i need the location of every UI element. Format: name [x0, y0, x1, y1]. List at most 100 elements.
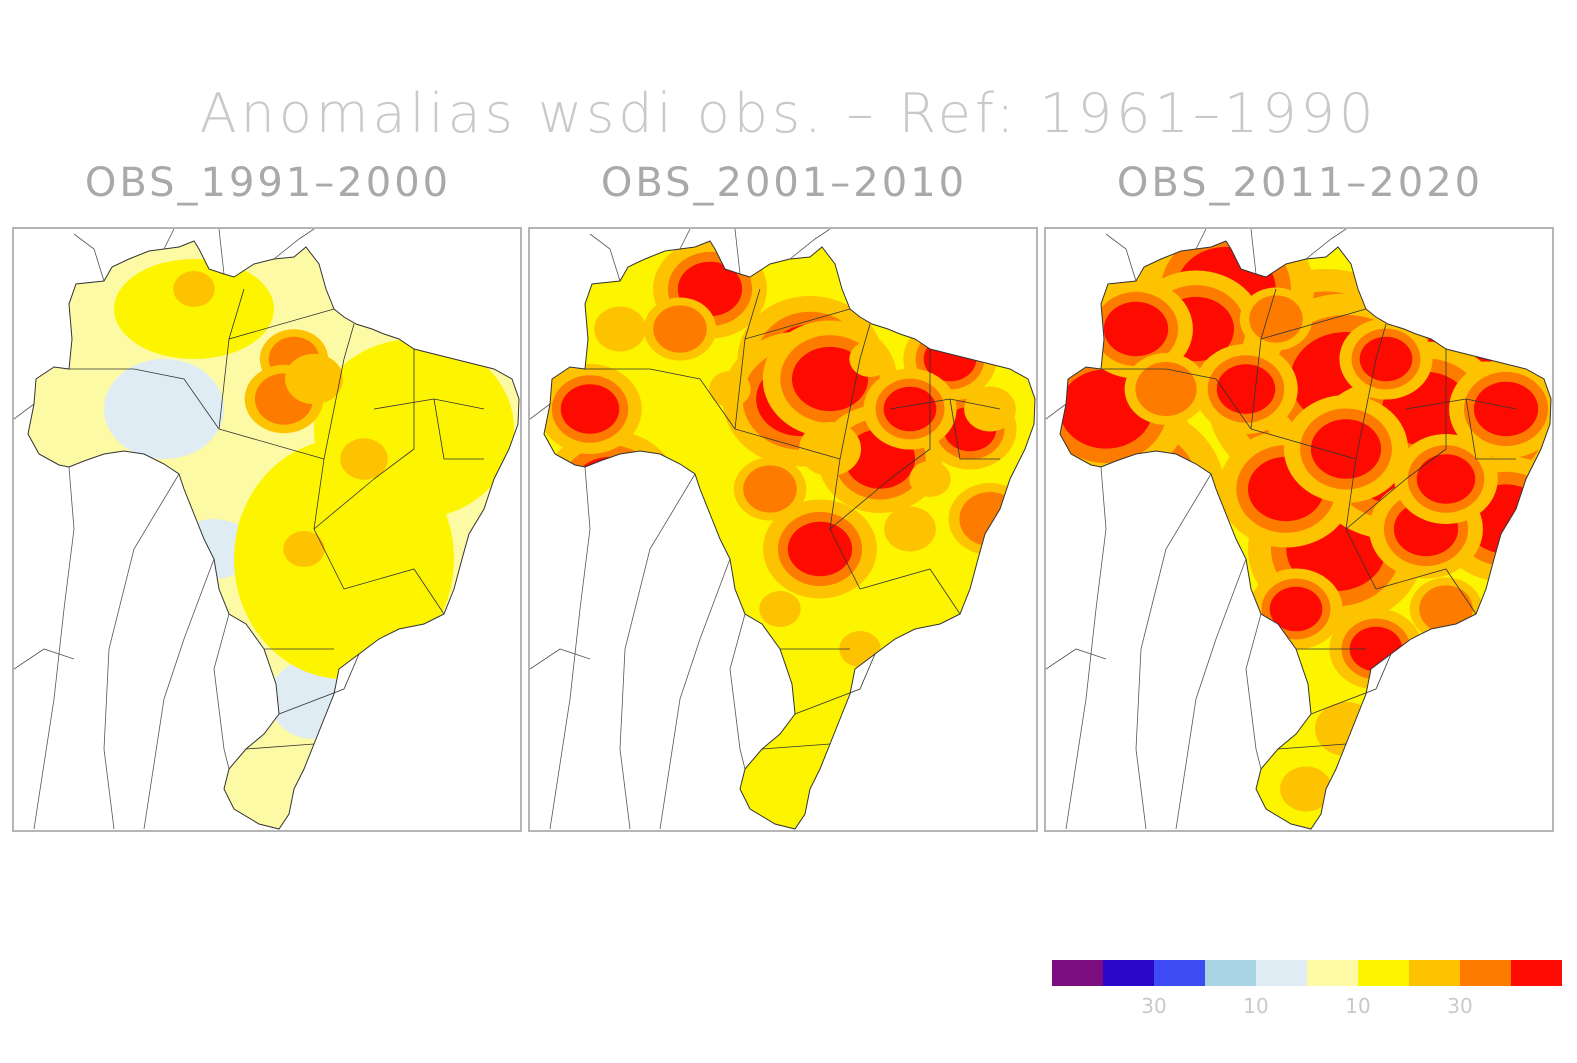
colorbar-swatch [1307, 960, 1358, 986]
state-border [1310, 653, 1392, 715]
brazil-map-2001-2010 [530, 229, 1036, 830]
state-border [794, 653, 876, 715]
anomaly-area [964, 386, 1016, 432]
brazil-outline [1059, 240, 1552, 830]
colorbar-label: 30 [1447, 994, 1473, 1018]
state-border [1345, 478, 1407, 530]
country-border [1175, 558, 1247, 830]
anomaly-area [787, 521, 853, 577]
anomaly-area [884, 506, 936, 552]
state-border [859, 323, 871, 360]
state-border [1277, 743, 1347, 750]
country-border [143, 558, 215, 830]
brazil-outline [27, 240, 520, 830]
anomaly-area [1419, 585, 1473, 633]
state-border [1260, 308, 1367, 340]
anomaly-area [1269, 586, 1323, 632]
anomaly-area [791, 346, 869, 412]
anomaly-area [560, 384, 620, 434]
country-border [1245, 613, 1262, 770]
country-border [734, 229, 741, 275]
map-panel-2011-2020 [1044, 227, 1554, 832]
anomaly-area [173, 271, 215, 307]
anomaly-area [1135, 362, 1197, 416]
panel-title-2001-2010: OBS_2001–2010 [600, 160, 968, 206]
state-border [245, 743, 315, 750]
anomaly-area [285, 353, 343, 405]
anomaly-area [759, 591, 801, 627]
anomaly-area [883, 386, 937, 432]
country-border [1046, 648, 1107, 670]
state-border [1375, 323, 1387, 360]
colorbar-label: 10 [1345, 994, 1371, 1018]
colorbar-swatch [1460, 960, 1511, 986]
anomaly-area [653, 305, 707, 353]
anomaly-area [1359, 336, 1413, 382]
state-border [1375, 568, 1477, 615]
country-border [1195, 229, 1207, 250]
country-border [1250, 229, 1257, 275]
colorbar-label: 10 [1243, 994, 1269, 1018]
country-border [530, 403, 551, 420]
colorbar-swatch [1358, 960, 1409, 986]
country-border [213, 613, 230, 770]
country-border [1046, 403, 1067, 420]
country-border [1135, 473, 1212, 830]
colorbar-swatch [1409, 960, 1460, 986]
anomaly-area [959, 492, 1021, 546]
anomaly-area [1314, 702, 1378, 756]
map-panel-1991-2000 [12, 227, 522, 832]
anomaly-area [1216, 364, 1276, 414]
country-border [163, 229, 175, 250]
country-border [549, 466, 591, 830]
panel-title-1991-2000: OBS_1991–2000 [84, 160, 452, 206]
anomaly-area [743, 465, 797, 513]
state-border [889, 349, 931, 480]
country-border [14, 403, 35, 420]
country-border [273, 229, 315, 260]
state-border [69, 368, 220, 430]
anomaly-area [1249, 295, 1303, 343]
anomaly-area [560, 445, 660, 533]
country-border [1105, 233, 1137, 282]
colorbar-label: 30 [1141, 994, 1167, 1018]
anomaly-area [798, 422, 862, 476]
anomaly-field [1060, 241, 1551, 812]
country-border [33, 466, 75, 830]
anomaly-area [1280, 766, 1332, 812]
country-border [530, 648, 591, 670]
colorbar-swatch [1511, 960, 1562, 986]
colorbar-swatch [1205, 960, 1256, 986]
anomaly-area [283, 531, 325, 567]
country-border [659, 558, 731, 830]
colorbar-swatch [1103, 960, 1154, 986]
anomaly-area [1310, 419, 1382, 479]
country-border [679, 229, 691, 250]
anomaly-area [1103, 301, 1169, 357]
state-border [278, 653, 360, 715]
country-border [619, 473, 696, 830]
state-border [343, 568, 445, 615]
panel-title-2011-2020: OBS_2011–2020 [1116, 160, 1484, 206]
state-border [1101, 368, 1252, 430]
anomaly-area [114, 259, 274, 359]
state-border [585, 368, 736, 430]
state-border [373, 349, 415, 480]
colorbar-swatch [1154, 960, 1205, 986]
anomaly-field [65, 259, 514, 739]
country-border [14, 648, 75, 670]
country-border [73, 233, 105, 282]
brazil-map-2011-2020 [1046, 229, 1552, 830]
state-border [343, 323, 355, 360]
country-border [789, 229, 831, 260]
map-title: Anomalias wsdi obs. – Ref: 1961–1990 [199, 82, 1378, 145]
anomaly-area [65, 463, 123, 515]
brazil-outline [543, 240, 1036, 830]
country-border [218, 229, 225, 275]
state-border [1465, 398, 1516, 460]
brazil-map-1991-2000 [14, 229, 520, 830]
colorbar-swatch [1256, 960, 1307, 986]
country-border [1065, 466, 1107, 830]
anomaly-area [1473, 381, 1539, 437]
anomaly-area [340, 438, 388, 480]
